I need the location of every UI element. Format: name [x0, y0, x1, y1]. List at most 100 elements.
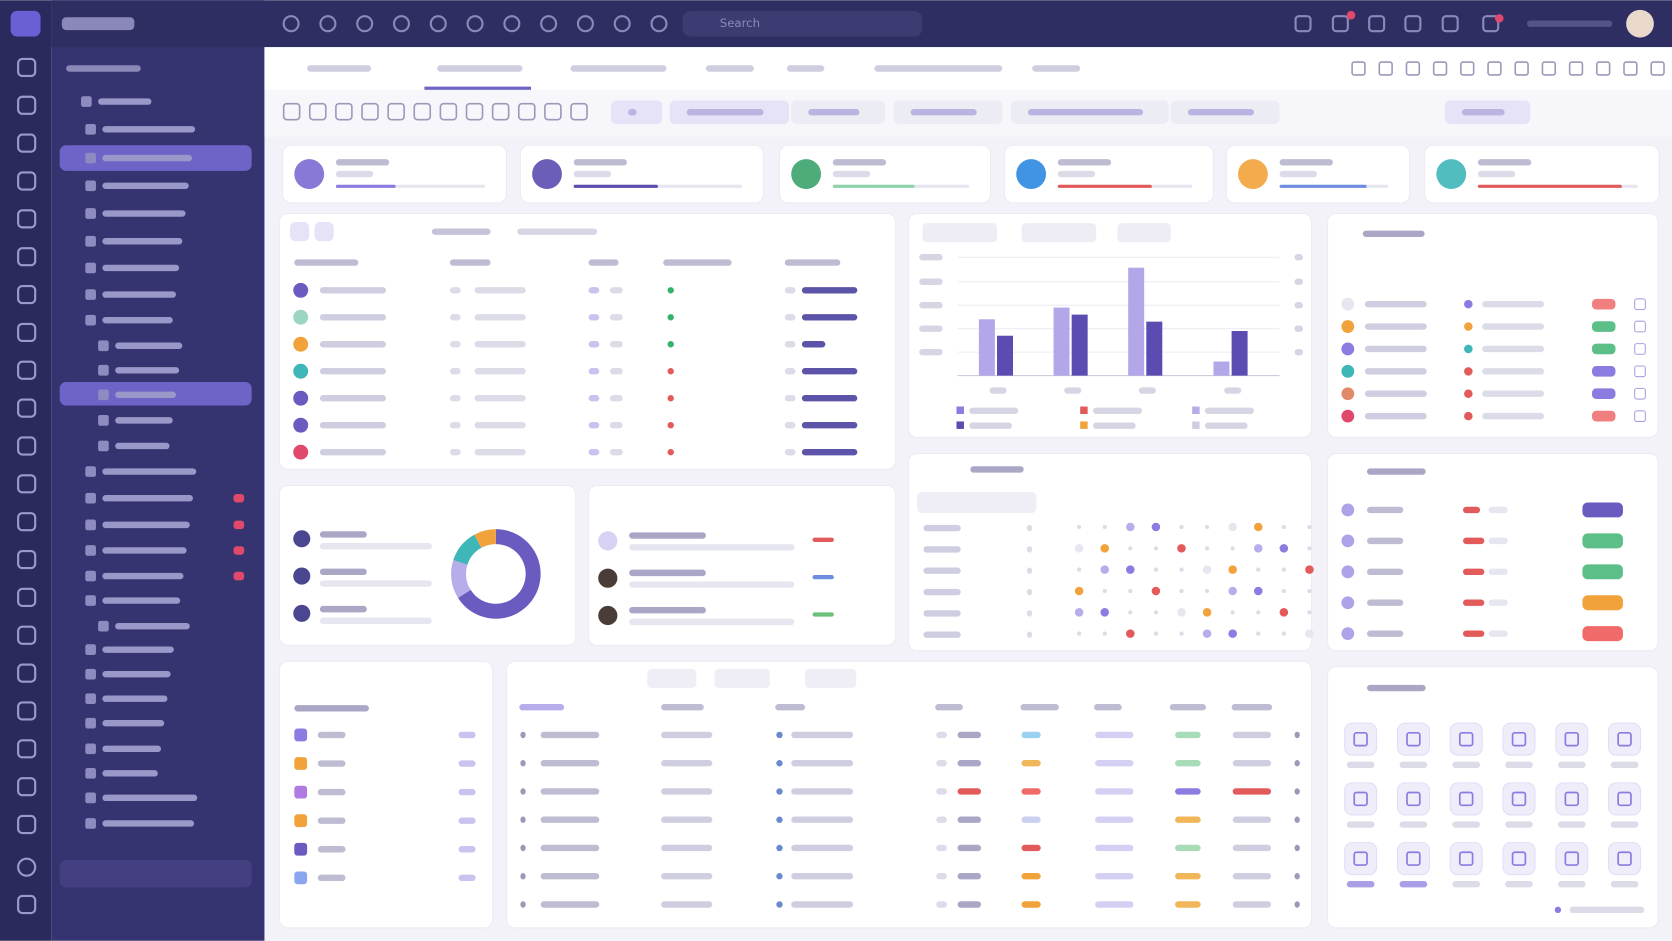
app-tile[interactable] — [1502, 722, 1536, 756]
sidebar-icon[interactable] — [98, 415, 109, 426]
row-action[interactable] — [1634, 387, 1646, 400]
tab-icon[interactable] — [1405, 61, 1421, 76]
header-icon[interactable] — [1404, 15, 1422, 33]
table-filter[interactable] — [805, 668, 857, 689]
rail-icon[interactable] — [17, 209, 37, 229]
rail-icon[interactable] — [17, 171, 37, 191]
sidebar-icon[interactable] — [85, 595, 96, 606]
rail-icon[interactable] — [17, 512, 37, 532]
tool-button[interactable] — [387, 102, 405, 121]
header-icon[interactable] — [1482, 15, 1500, 33]
row-action[interactable] — [1634, 298, 1646, 311]
sidebar-icon[interactable] — [85, 123, 96, 135]
app-tile[interactable] — [1608, 722, 1642, 756]
sidebar-icon[interactable] — [85, 289, 96, 300]
sidebar-icon[interactable] — [98, 389, 109, 401]
sidebar-icon[interactable] — [85, 545, 96, 556]
toolbar-icon[interactable] — [503, 15, 521, 33]
header-icon[interactable] — [1294, 15, 1312, 33]
toolbar-icon[interactable] — [319, 15, 337, 33]
chart-tab[interactable] — [922, 223, 998, 243]
tab-icon[interactable] — [1378, 61, 1393, 76]
sidebar-icon[interactable] — [85, 152, 96, 164]
tab-icon[interactable] — [1460, 61, 1475, 76]
sidebar-icon[interactable] — [85, 668, 96, 680]
toolbar-icon[interactable] — [392, 15, 411, 33]
rail-icon[interactable] — [17, 587, 37, 607]
tab-icon[interactable] — [1541, 61, 1557, 76]
header-icon[interactable] — [1441, 15, 1459, 33]
app-tile[interactable] — [1344, 842, 1378, 876]
search-box[interactable] — [682, 10, 923, 37]
sidebar-icon[interactable] — [85, 492, 96, 504]
sidebar-icon[interactable] — [85, 743, 96, 755]
toolbar-icon[interactable] — [429, 15, 447, 33]
rail-icon[interactable] — [17, 663, 37, 683]
filter-chip[interactable] — [314, 222, 334, 242]
tab-icon[interactable] — [1623, 61, 1638, 76]
tab-icon[interactable] — [1650, 61, 1665, 76]
filter-chip[interactable] — [290, 222, 310, 242]
rail-icon[interactable] — [17, 474, 37, 494]
tool-button[interactable] — [465, 102, 484, 121]
toolbar-icon[interactable] — [613, 15, 631, 33]
app-tile[interactable] — [1396, 782, 1430, 816]
row-action[interactable] — [1634, 365, 1646, 378]
chart-tab[interactable] — [1021, 223, 1097, 243]
rail-icon[interactable] — [17, 701, 37, 721]
rail-icon[interactable] — [17, 857, 37, 877]
app-tile[interactable] — [1449, 782, 1483, 816]
tool-button[interactable] — [517, 102, 536, 121]
row-action[interactable] — [1634, 343, 1646, 355]
logo[interactable] — [10, 10, 41, 37]
toolbar-icon[interactable] — [282, 15, 300, 33]
sidebar-icon[interactable] — [85, 235, 96, 247]
sidebar-icon[interactable] — [98, 340, 109, 352]
tab-icon[interactable] — [1351, 61, 1366, 76]
rail-icon[interactable] — [17, 95, 37, 115]
app-tile[interactable] — [1396, 722, 1430, 756]
sidebar-icon[interactable] — [98, 364, 109, 376]
rail-icon[interactable] — [17, 436, 37, 456]
rail-icon[interactable] — [17, 625, 37, 645]
chart-tab[interactable] — [1117, 223, 1171, 243]
tool-button[interactable] — [439, 102, 458, 121]
sidebar-icon[interactable] — [85, 466, 96, 477]
sidebar-icon[interactable] — [98, 440, 109, 452]
app-tile[interactable] — [1396, 842, 1430, 876]
row-action[interactable] — [1634, 320, 1646, 333]
app-tile[interactable] — [1555, 842, 1589, 876]
app-tile[interactable] — [1449, 842, 1483, 876]
rail-icon[interactable] — [17, 322, 37, 343]
sidebar-icon[interactable] — [85, 717, 96, 729]
sidebar-icon[interactable] — [85, 768, 96, 779]
app-tile[interactable] — [1608, 782, 1642, 816]
sidebar-icon[interactable] — [85, 644, 96, 655]
sidebar-icon[interactable] — [85, 262, 96, 274]
tab-icon[interactable] — [1487, 61, 1502, 76]
row-action[interactable] — [1634, 410, 1646, 422]
tool-button[interactable] — [308, 102, 327, 121]
rail-icon[interactable] — [17, 894, 37, 915]
rail-icon[interactable] — [17, 133, 37, 153]
rail-icon[interactable] — [17, 398, 37, 418]
header-icon[interactable] — [1368, 15, 1386, 33]
sidebar-icon[interactable] — [85, 792, 96, 804]
app-tile[interactable] — [1502, 842, 1536, 876]
app-tile[interactable] — [1555, 722, 1589, 756]
tab-icon[interactable] — [1514, 61, 1529, 76]
toolbar-icon[interactable] — [576, 15, 594, 33]
rail-icon[interactable] — [17, 814, 37, 835]
dropdown[interactable] — [917, 491, 1037, 514]
app-tile[interactable] — [1344, 782, 1378, 816]
app-tile[interactable] — [1449, 722, 1483, 756]
sidebar-icon[interactable] — [85, 693, 96, 705]
sidebar-icon[interactable] — [98, 620, 109, 632]
table-filter[interactable] — [714, 668, 770, 689]
rail-icon[interactable] — [17, 739, 37, 759]
tab-icon[interactable] — [1432, 61, 1448, 76]
tool-button[interactable] — [335, 102, 353, 121]
toolbar-icon[interactable] — [466, 15, 484, 33]
tool-button[interactable] — [413, 102, 432, 121]
header-icon[interactable] — [1331, 15, 1349, 33]
